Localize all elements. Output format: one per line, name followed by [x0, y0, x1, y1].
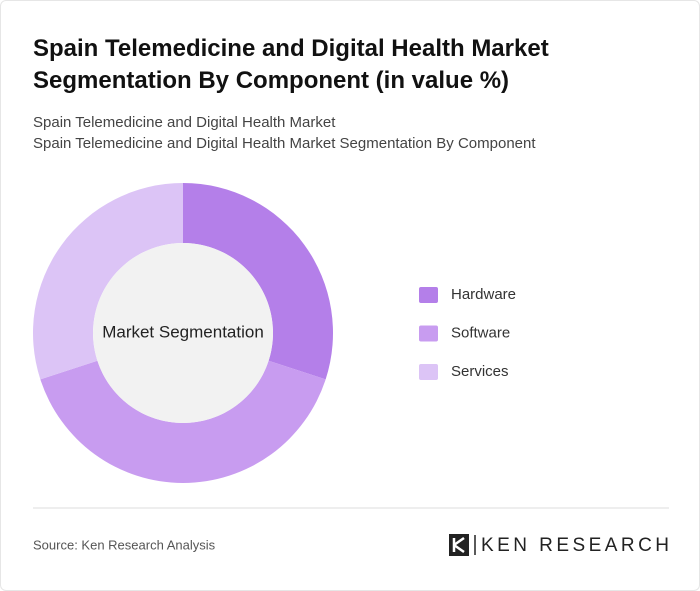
donut-hole [93, 243, 273, 423]
legend-swatch [419, 325, 438, 342]
center-label: Market Segmentation [102, 322, 264, 341]
source: Source: Ken Research Analysis [33, 537, 216, 552]
legend-swatch [419, 364, 438, 380]
subtitle: Spain Telemedicine and Digital Health Ma… [33, 114, 336, 131]
logo-text: KEN RESEARCH [481, 535, 669, 556]
legend-label: Services [451, 363, 509, 380]
donut-segment [183, 183, 333, 380]
subtitle: Spain Telemedicine and Digital Health Ma… [33, 135, 536, 152]
donut-segment [40, 360, 326, 483]
legend-swatch [419, 287, 438, 303]
chart-title: Spain Telemedicine and Digital Health Ma… [33, 35, 549, 94]
donut-segment [32, 183, 183, 380]
logo: KEN RESEARCH [449, 534, 669, 556]
legend-label: Software [451, 324, 510, 341]
legend-label: Hardware [451, 286, 516, 303]
logo-icon-mark [452, 536, 465, 554]
logo-icon [449, 534, 469, 556]
